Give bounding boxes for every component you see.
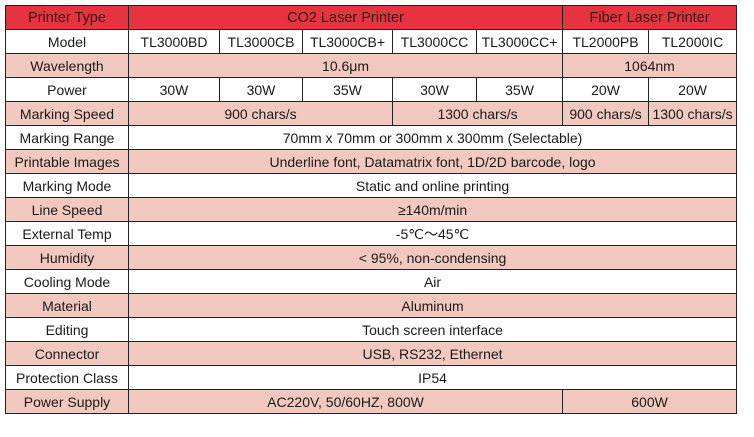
speed-cell: 900 chars/s: [128, 101, 393, 126]
row-label: Protection Class: [5, 365, 129, 390]
row-label: Editing: [5, 317, 129, 342]
row-value: Touch screen interface: [127, 317, 738, 342]
spec-row: Marking Mode Static and online printing: [5, 173, 738, 198]
model-cell: TL2000IC: [648, 29, 738, 54]
spec-row: Cooling Mode Air: [5, 269, 738, 294]
power-cell: 20W: [648, 77, 738, 102]
spec-row: Material Aluminum: [5, 293, 738, 318]
wavelength-co2: 10.6μm: [127, 53, 564, 78]
row-value: -5℃～45℃: [127, 221, 738, 246]
power-cell: 35W: [475, 77, 564, 102]
row-label: Line Speed: [5, 197, 129, 222]
row-label: Material: [5, 293, 129, 318]
model-cell: TL3000CC: [392, 29, 477, 54]
model-cell: TL2000PB: [562, 29, 650, 54]
power-cell: 20W: [562, 77, 650, 102]
row-value: IP54: [127, 365, 738, 390]
speed-cell: 1300 chars/s: [391, 101, 564, 126]
row-label: External Temp: [5, 221, 129, 246]
power-supply-row: Power Supply AC220V, 50/60HZ, 800W 600W: [5, 389, 738, 414]
spec-row: Editing Touch screen interface: [5, 317, 738, 342]
spec-row: Marking Range 70mm x 70mm or 300mm x 300m…: [5, 125, 738, 150]
spec-row: Humidity < 95%, non-condensing: [5, 245, 738, 270]
row-label: Printable Images: [5, 149, 129, 174]
spec-row: Connector USB, RS232, Ethernet: [5, 341, 738, 366]
row-value: ≥140m/min: [127, 197, 738, 222]
header-row: Printer Type CO2 Laser Printer Fiber Las…: [5, 5, 738, 30]
row-value: Air: [127, 269, 738, 294]
marking-speed-row: Marking Speed 900 chars/s 1300 chars/s 9…: [5, 101, 738, 126]
spec-row: Protection Class IP54: [5, 365, 738, 390]
row-value: Static and online printing: [127, 173, 738, 198]
spec-row: Line Speed ≥140m/min: [5, 197, 738, 222]
row-label: Wavelength: [5, 53, 129, 78]
power-cell: 30W: [128, 77, 220, 102]
power-supply-fiber: 600W: [562, 389, 738, 414]
row-label: Connector: [5, 341, 129, 366]
power-cell: 30W: [219, 77, 303, 102]
power-cell: 30W: [392, 77, 477, 102]
row-value: < 95%, non-condensing: [127, 245, 738, 270]
row-label: Marking Speed: [5, 101, 129, 126]
row-label: Marking Range: [5, 125, 129, 150]
row-label: Power Supply: [5, 389, 129, 414]
wavelength-fiber: 1064nm: [562, 53, 738, 78]
row-value: USB, RS232, Ethernet: [127, 341, 738, 366]
power-row: Power 30W 30W 35W 30W 35W 20W 20W: [5, 77, 738, 102]
spec-row: External Temp -5℃～45℃: [5, 221, 738, 246]
power-supply-co2: AC220V, 50/60HZ, 800W: [127, 389, 564, 414]
header-co2: CO2 Laser Printer: [127, 5, 564, 30]
model-row: Model TL3000BD TL3000CB TL3000CB+ TL3000…: [5, 29, 738, 54]
row-label: Model: [5, 29, 129, 54]
speed-cell: 1300 chars/s: [648, 101, 738, 126]
header-fiber: Fiber Laser Printer: [562, 5, 738, 30]
row-value: 70mm x 70mm or 300mm x 300mm (Selectable…: [127, 125, 738, 150]
row-value: Underline font, Datamatrix font, 1D/2D b…: [127, 149, 738, 174]
row-label: Humidity: [5, 245, 129, 270]
model-cell: TL3000BD: [128, 29, 220, 54]
power-cell: 35W: [302, 77, 393, 102]
model-cell: TL3000CB+: [302, 29, 393, 54]
model-cell: TL3000CC+: [475, 29, 564, 54]
row-label: Marking Mode: [5, 173, 129, 198]
speed-cell: 900 chars/s: [562, 101, 650, 126]
printer-spec-table: Printer Type CO2 Laser Printer Fiber Las…: [5, 5, 738, 414]
wavelength-row: Wavelength 10.6μm 1064nm: [5, 53, 738, 78]
spec-row: Printable Images Underline font, Datamatr…: [5, 149, 738, 174]
header-label: Printer Type: [5, 5, 129, 30]
row-label: Power: [5, 77, 129, 102]
model-cell: TL3000CB: [219, 29, 303, 54]
row-value: Aluminum: [127, 293, 738, 318]
row-label: Cooling Mode: [5, 269, 129, 294]
